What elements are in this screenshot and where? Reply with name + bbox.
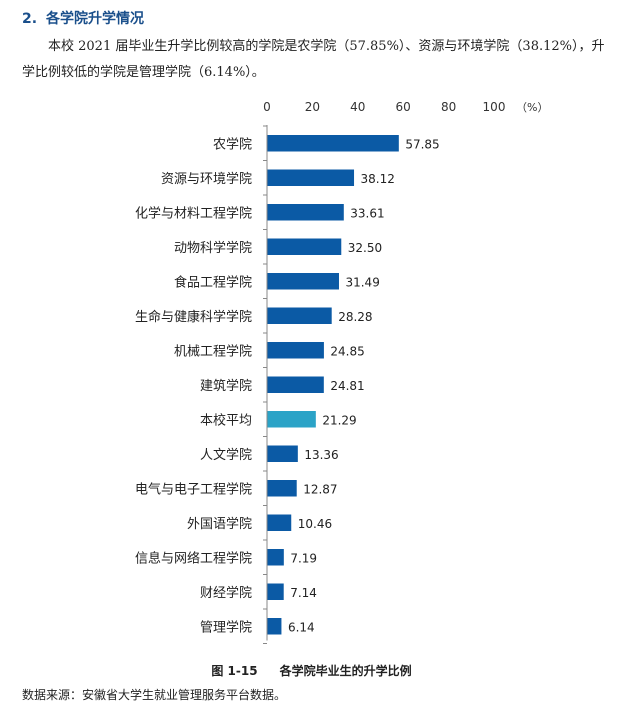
data-label: 10.46 [298, 517, 332, 531]
data-label: 32.50 [348, 241, 382, 255]
data-label: 28.28 [338, 310, 372, 324]
data-label: 7.14 [290, 586, 317, 600]
category-label: 动物科学学院 [174, 240, 252, 256]
bar [267, 307, 332, 324]
category-label: 财经学院 [200, 585, 252, 601]
section-title: 各学院升学情况 [46, 11, 144, 27]
bar [267, 273, 339, 290]
data-source: 数据来源：安徽省大学生就业管理服务平台数据。 [22, 688, 287, 702]
x-tick-label: 0 [263, 100, 271, 114]
summary-paragraph: 本校 2021 届毕业生升学比例较高的学院是农学院（57.85%）、资源与环境学… [22, 34, 612, 86]
data-label: 38.12 [361, 172, 395, 186]
chart-bars: 农学院 57.85 资源与环境学院 38.12 化学与材料工程学院 33.61 动物科学学院… [135, 135, 440, 636]
category-label: 农学院 [213, 137, 252, 153]
category-label: 电气与电子工程学院 [135, 482, 252, 498]
data-label: 57.85 [405, 138, 439, 152]
bar [267, 135, 399, 152]
category-label: 管理学院 [200, 620, 252, 636]
data-label: 12.87 [303, 483, 337, 497]
data-label: 6.14 [288, 621, 315, 635]
data-label: 7.19 [290, 552, 317, 566]
bar [267, 238, 342, 255]
chart-axis: 0 20 40 60 80 100 （%） [263, 100, 548, 644]
bar [267, 376, 324, 393]
bar [267, 445, 298, 462]
figure-caption: 图 1-15 各学院毕业生的升学比例 [0, 662, 623, 679]
summary-text: 本校 2021 届毕业生升学比例较高的学院是农学院（57.85%）、资源与环境学… [22, 39, 605, 80]
bar [267, 411, 316, 428]
x-tick-label: 40 [350, 100, 365, 114]
x-tick-label: 60 [396, 100, 411, 114]
figure-number: 图 1-15 [211, 664, 258, 678]
data-label: 24.85 [330, 345, 364, 359]
bar [267, 342, 324, 359]
category-label: 机械工程学院 [174, 344, 252, 360]
category-label: 化学与材料工程学院 [135, 206, 252, 222]
data-label: 24.81 [330, 379, 364, 393]
data-label: 33.61 [350, 207, 384, 221]
x-tick-label: 80 [441, 100, 456, 114]
x-tick-label: 100 [483, 100, 506, 114]
section-number: 2. [22, 11, 38, 27]
category-label: 信息与网络工程学院 [135, 551, 252, 567]
section-heading: 2. 各学院升学情况 [22, 8, 144, 28]
bar [267, 169, 355, 186]
category-label: 食品工程学院 [174, 275, 252, 291]
data-label: 21.29 [322, 414, 356, 428]
x-unit-label: （%） [516, 101, 548, 114]
category-label: 人文学院 [200, 447, 252, 463]
x-tick-label: 20 [305, 100, 320, 114]
category-label: 本校平均 [200, 413, 252, 429]
bar [267, 514, 292, 531]
bar [267, 549, 284, 566]
data-label: 31.49 [345, 276, 379, 290]
bar [267, 618, 282, 635]
category-label: 建筑学院 [200, 378, 252, 394]
category-label: 生命与健康科学学院 [135, 309, 252, 325]
category-label: 资源与环境学院 [161, 171, 252, 187]
bar [267, 480, 297, 497]
bar-chart: 0 20 40 60 80 100 （%） 农学院 57.85 资源与环境学院 38.12 化学与材… [135, 100, 548, 644]
bar [267, 583, 284, 600]
category-label: 外国语学院 [187, 516, 252, 532]
bar [267, 204, 344, 221]
figure-title: 各学院毕业生的升学比例 [279, 664, 412, 678]
data-label: 13.36 [304, 448, 338, 462]
